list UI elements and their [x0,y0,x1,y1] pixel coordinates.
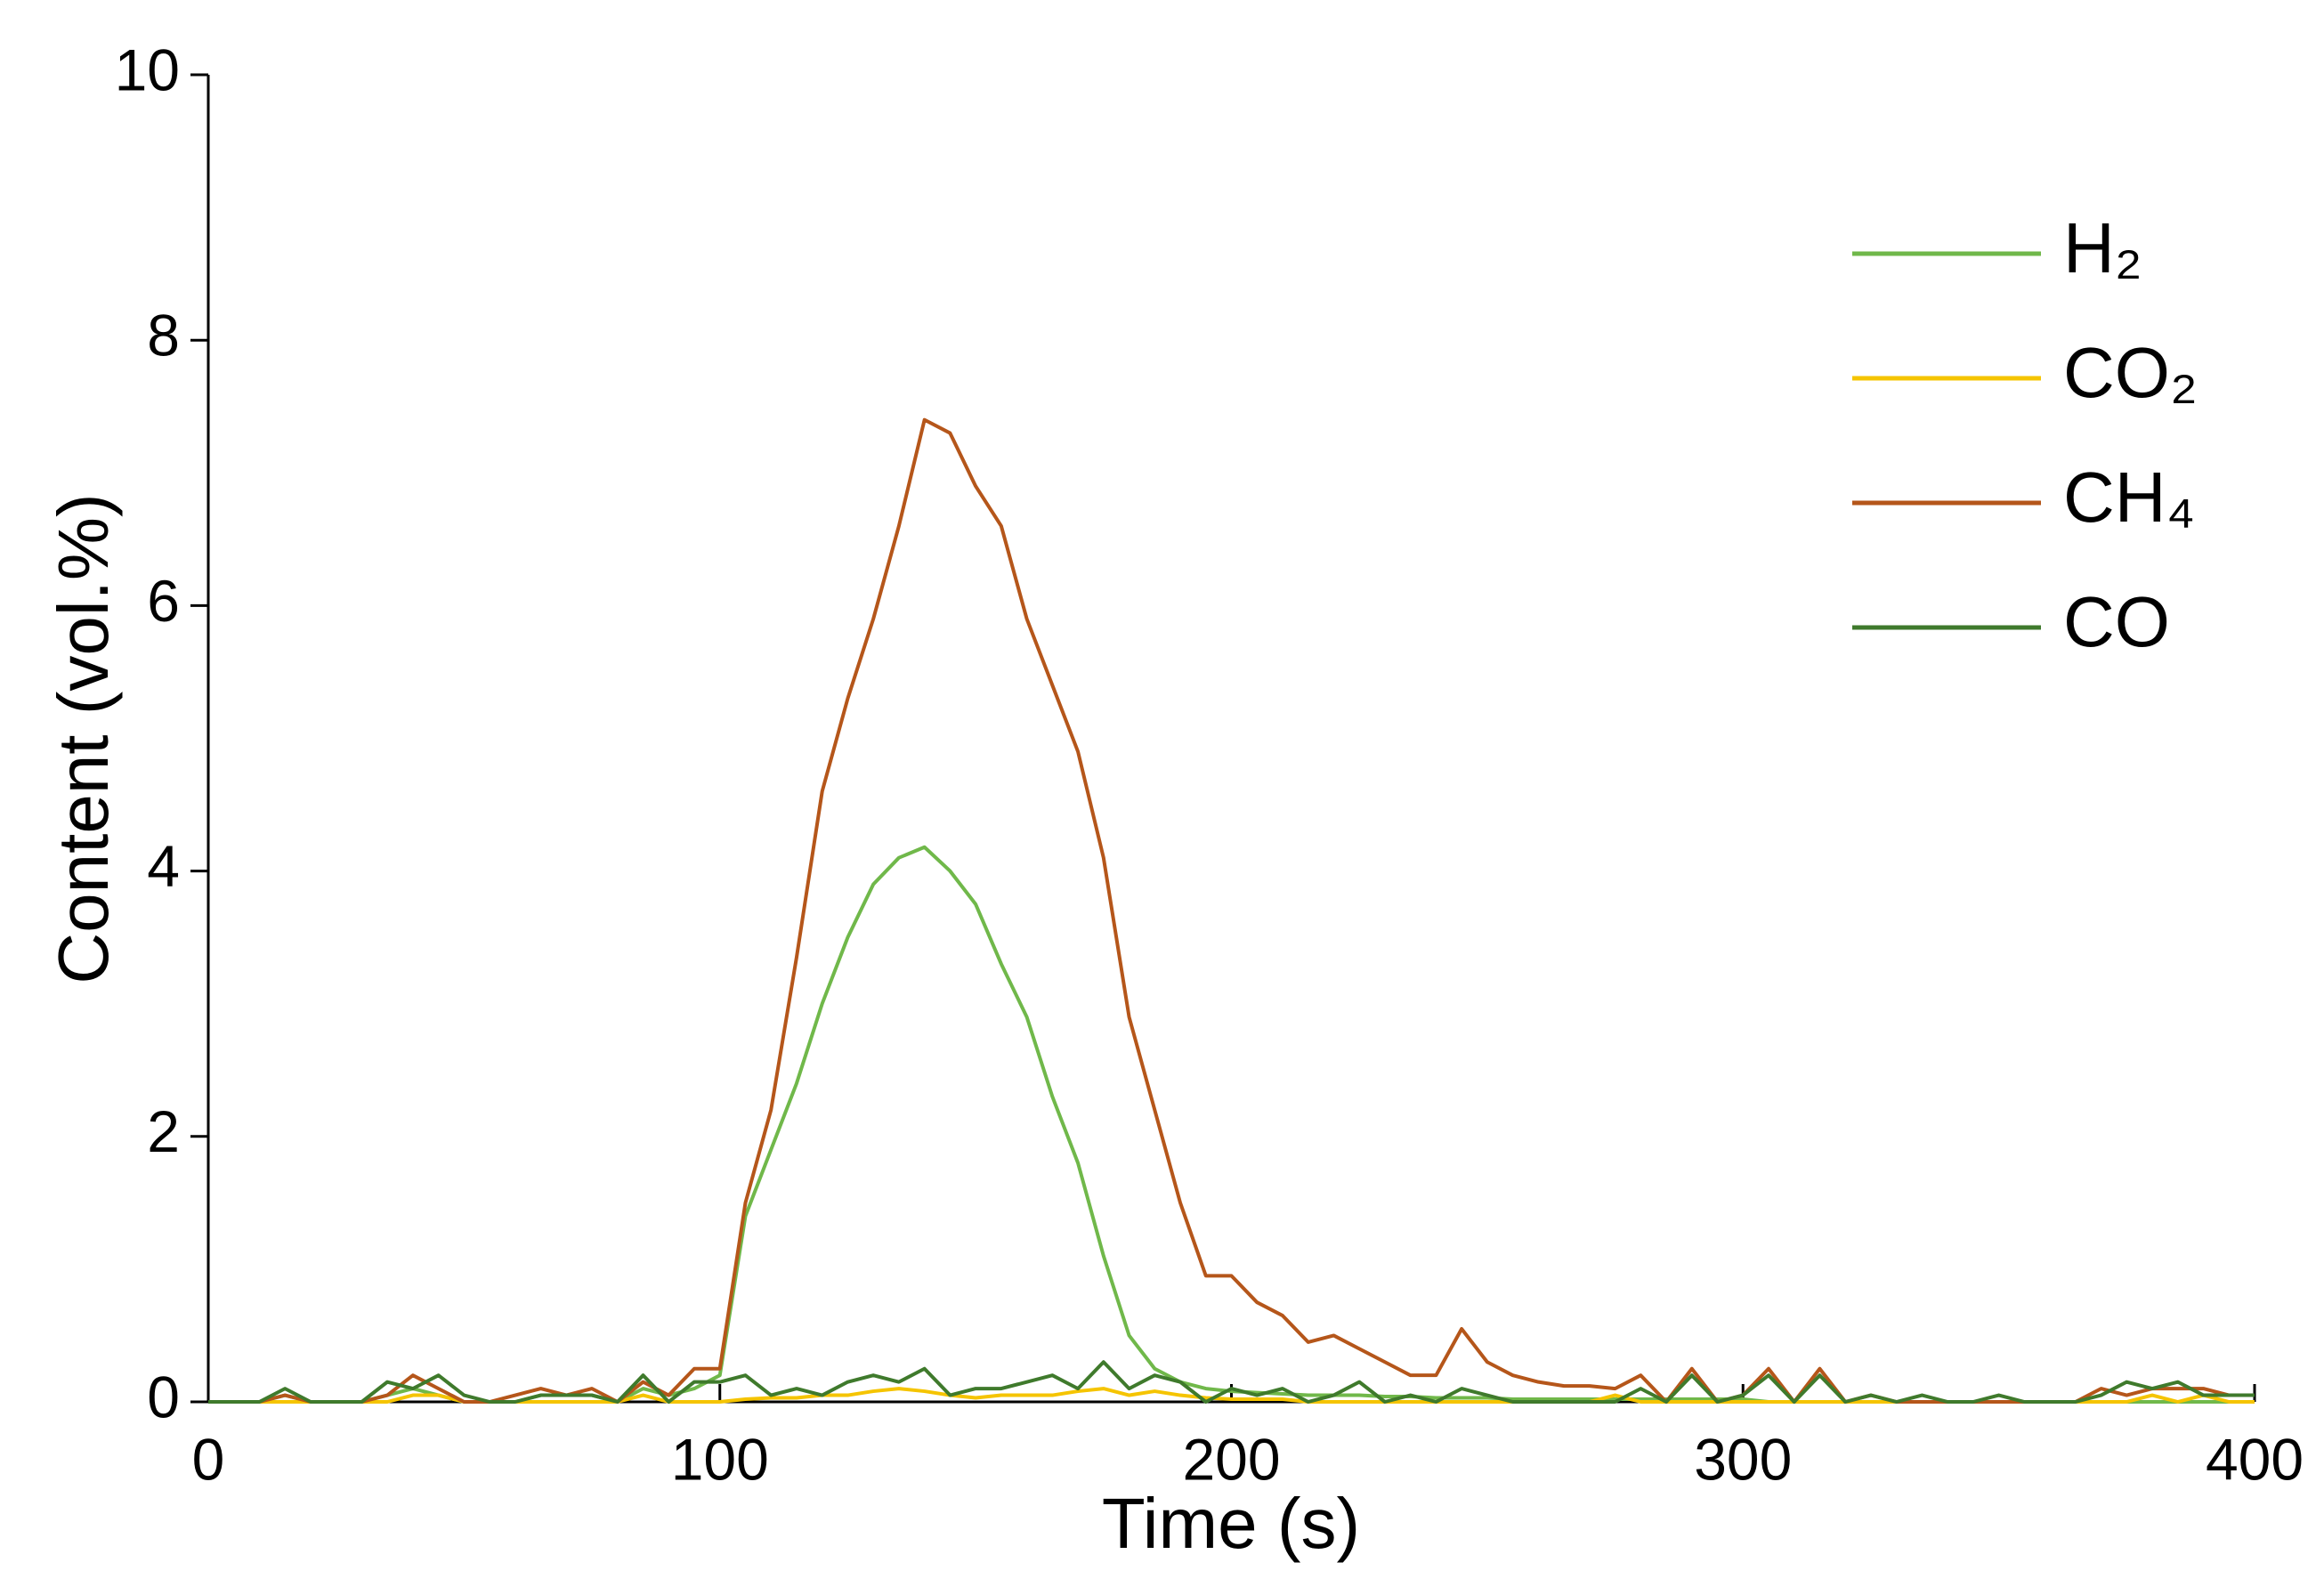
legend-label: H₂ [2063,208,2142,287]
data-line [208,417,2255,1404]
x-tick-label: 200 [1182,1426,1280,1492]
x-tick-label: 300 [1694,1426,1792,1492]
data-line [208,1360,2255,1404]
x-tick-label: 100 [671,1426,769,1492]
y-axis-title: Content (vol.%) [44,493,123,984]
x-axis-title: Time (s) [1102,1484,1360,1563]
y-tick-label: 2 [147,1098,180,1164]
y-tick-label: 0 [147,1364,180,1429]
data-line [208,845,2255,1404]
y-tick-label: 6 [147,568,180,634]
x-tick-label: 400 [2206,1426,2304,1492]
legend-label: CO₂ [2063,333,2198,412]
y-tick-label: 10 [115,36,180,102]
y-tick-label: 8 [147,303,180,368]
x-tick-label: 0 [192,1426,225,1492]
legend-label: CO [2063,582,2170,661]
y-tick-label: 4 [147,833,180,899]
legend-label: CH₄ [2063,457,2195,537]
